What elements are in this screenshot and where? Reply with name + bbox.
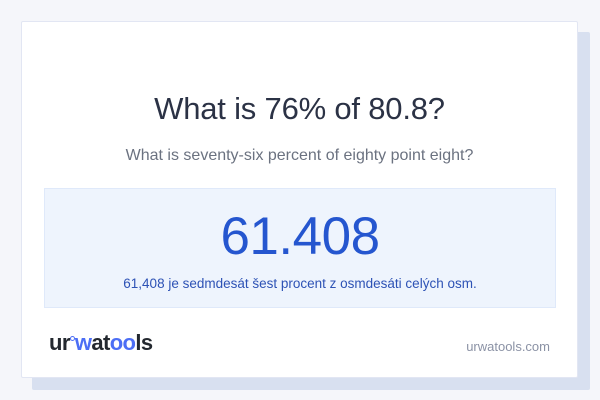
card-footer: ur watools urwatools.com: [22, 332, 577, 378]
logo-text-part5: ls: [135, 330, 153, 355]
answer-panel: 61.408 61,408 je sedmdesát šest procent …: [44, 188, 556, 308]
result-card: What is 76% of 80.8? What is seventy-six…: [21, 21, 578, 378]
logo-text-part3: at: [91, 330, 110, 355]
logo-text-part1: ur: [49, 330, 70, 355]
logo-text-part4: oo: [109, 330, 136, 355]
question-subtitle: What is seventy-six percent of eighty po…: [125, 147, 474, 164]
answer-sentence: 61,408 je sedmdesát šest procent z osmde…: [123, 276, 477, 291]
answer-value: 61.408: [220, 207, 380, 266]
page-title: What is 76% of 80.8?: [154, 90, 445, 126]
site-watermark: urwatools.com: [466, 339, 550, 354]
brand-logo[interactable]: ur watools: [49, 332, 153, 354]
degree-circle-icon: [69, 336, 75, 341]
logo-text-part2: w: [74, 330, 92, 355]
